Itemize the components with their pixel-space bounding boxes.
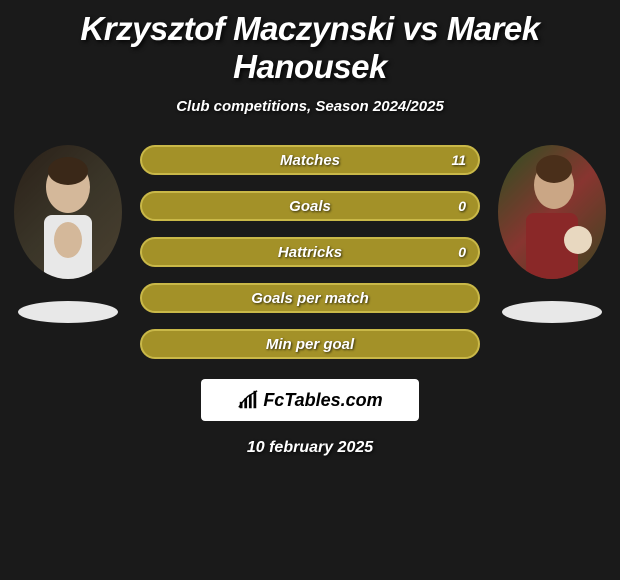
stat-row-hattricks: Hattricks 0	[140, 237, 480, 267]
stat-label: Goals per match	[251, 290, 369, 307]
player-right-shadow	[502, 301, 602, 323]
stat-row-matches: Matches 11	[140, 145, 480, 175]
player-left-column	[14, 145, 122, 323]
player-left-silhouette-icon	[14, 145, 122, 279]
player-left-avatar	[14, 145, 122, 279]
comparison-widget: Krzysztof Maczynski vs Marek Hanousek Cl…	[0, 0, 620, 450]
player-right-column	[498, 145, 606, 323]
player-left-shadow	[18, 301, 118, 323]
player-right-silhouette-icon	[498, 145, 606, 279]
stat-label: Goals	[289, 198, 331, 215]
stats-column: Matches 11 Goals 0 Hattricks 0 Goals per…	[140, 145, 480, 359]
stat-right-value: 11	[451, 152, 466, 168]
stat-label: Min per goal	[266, 336, 354, 353]
stat-row-min-per-goal: Min per goal	[140, 329, 480, 359]
stat-label: Hattricks	[278, 244, 342, 261]
page-title: Krzysztof Maczynski vs Marek Hanousek	[0, 10, 620, 86]
subtitle: Club competitions, Season 2024/2025	[0, 98, 620, 115]
main-area: Matches 11 Goals 0 Hattricks 0 Goals per…	[0, 145, 620, 359]
bar-chart-icon	[237, 389, 259, 411]
logo-box[interactable]: FcTables.com	[201, 379, 419, 421]
stat-right-value: 0	[458, 244, 466, 260]
stat-label: Matches	[280, 152, 340, 169]
logo-text: FcTables.com	[263, 390, 382, 411]
stat-row-goals-per-match: Goals per match	[140, 283, 480, 313]
date-text: 10 february 2025	[0, 439, 620, 457]
player-right-avatar	[498, 145, 606, 279]
stat-right-value: 0	[458, 198, 466, 214]
stat-row-goals: Goals 0	[140, 191, 480, 221]
